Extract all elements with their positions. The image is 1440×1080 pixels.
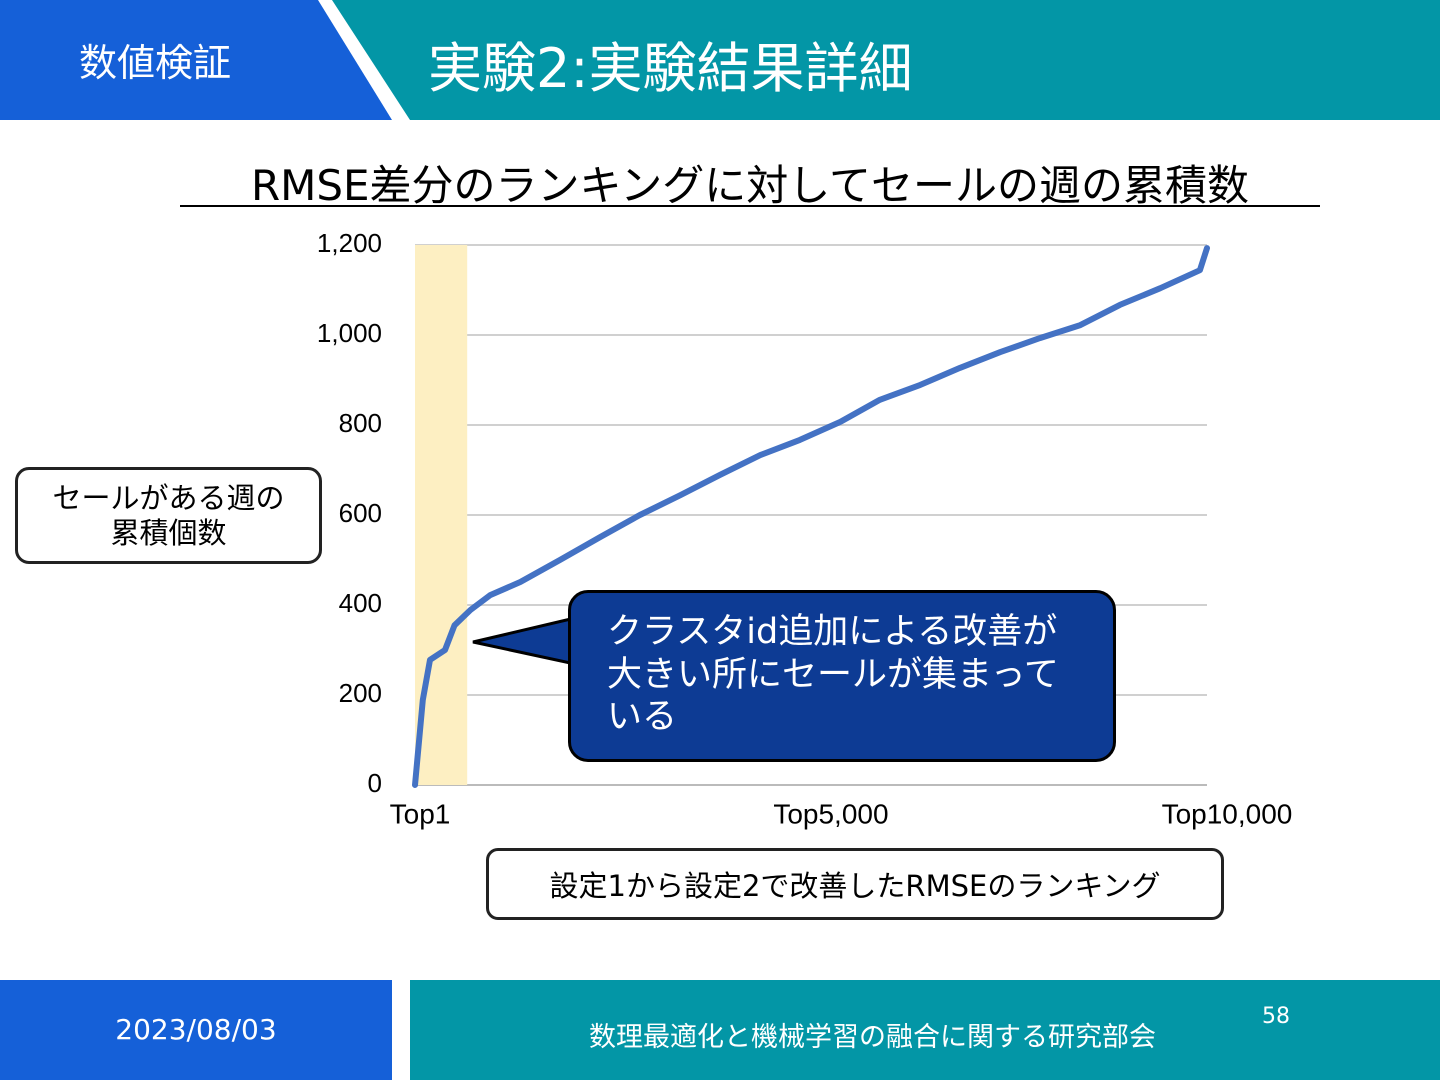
y-tick-label: 400	[339, 588, 382, 618]
callout-pointer	[472, 616, 577, 666]
y-tick-label: 1,200	[317, 228, 382, 258]
x-tick-label: Top1	[390, 798, 451, 829]
data-line	[412, 245, 1210, 788]
x-axis-label: 設定1から設定2で改善したRMSEのランキング	[486, 848, 1224, 920]
footer-right-band	[410, 980, 1440, 1080]
y-axis-label-line: 累積個数	[110, 515, 227, 550]
header-left-band	[0, 0, 392, 120]
y-tick-label: 1,000	[317, 318, 382, 348]
slide-title: 実験2:実験結果詳細	[428, 37, 913, 100]
y-axis-label-line: セールがある週の	[52, 480, 285, 515]
footer-left-band	[0, 980, 392, 1080]
footer-date: 2023/08/03	[115, 1013, 277, 1046]
page-number: 58	[1262, 1004, 1290, 1029]
header-right-band	[332, 0, 1440, 120]
x-tick-label: Top10,000	[1162, 798, 1293, 829]
callout-text: クラスタid追加による改善が大きい所にセールが集まっている	[607, 612, 1059, 738]
y-tick-label: 200	[339, 678, 382, 708]
y-tick-label: 800	[339, 408, 382, 438]
y-tick-label: 600	[339, 498, 382, 528]
footer-organization: 数理最適化と機械学習の融合に関する研究部会	[589, 1022, 1156, 1053]
section-label: 数値検証	[78, 41, 231, 85]
y-axis-label: セールがある週の 累積個数	[15, 467, 322, 564]
y-tick-label: 0	[368, 768, 382, 798]
x-tick-label: Top5,000	[773, 798, 888, 829]
callout: クラスタid追加による改善が大きい所にセールが集まっている	[568, 590, 1116, 762]
chart-title: RMSE差分のランキングに対してセールの週の累積数	[250, 161, 1250, 210]
